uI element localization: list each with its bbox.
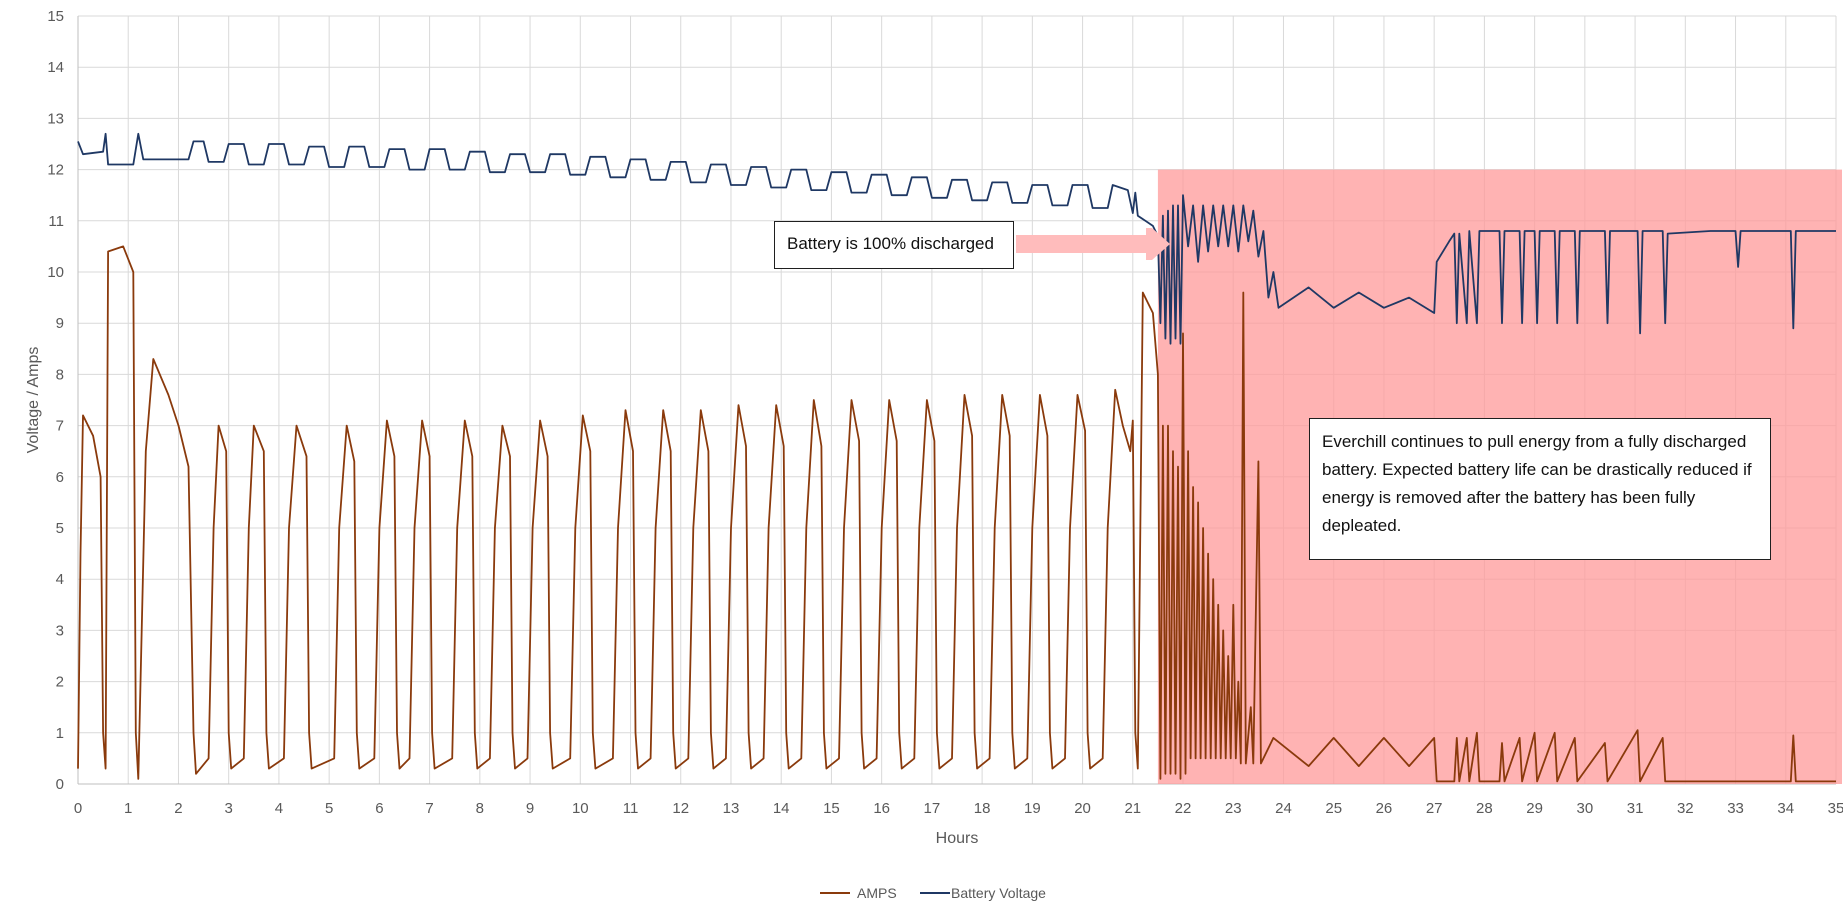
y-tick-label: 11: [48, 213, 64, 230]
x-tick-label: 27: [1426, 800, 1443, 817]
y-tick-label: 6: [56, 469, 64, 486]
x-tick-label: 11: [623, 800, 639, 817]
x-axis-title: Hours: [936, 830, 979, 847]
x-tick-label: 30: [1577, 800, 1594, 817]
x-axis-ticks: 0 1 2 3 4 5 6 7 8 9 10 11 12 13 14 15 16 17 18 19 20 21 22 23 24…: [74, 800, 1843, 817]
legend: AMPS Battery Voltage: [820, 885, 1046, 901]
x-tick-label: 35: [1828, 800, 1843, 817]
legend-label-amps: AMPS: [857, 885, 897, 901]
legend-label-battery-voltage: Battery Voltage: [951, 885, 1046, 901]
x-tick-label: 19: [1024, 800, 1041, 817]
x-tick-label: 8: [476, 800, 484, 817]
y-tick-label: 5: [56, 520, 64, 537]
x-tick-label: 12: [672, 800, 689, 817]
x-tick-label: 29: [1526, 800, 1543, 817]
annotation-battery-discharged: Battery is 100% discharged: [774, 221, 1014, 269]
arrow-shaft: [1016, 235, 1146, 253]
series-line-amps: [77, 245, 1836, 783]
x-tick-label: 20: [1074, 800, 1091, 817]
y-tick-label: 3: [56, 622, 64, 639]
y-tick-label: 13: [47, 110, 64, 127]
x-tick-label: 26: [1376, 800, 1393, 817]
x-tick-label: 25: [1325, 800, 1342, 817]
x-tick-label: 3: [225, 800, 233, 817]
y-tick-label: 1: [56, 725, 64, 742]
y-tick-label: 7: [56, 418, 64, 435]
callout-arrow: [1016, 228, 1170, 260]
x-tick-label: 31: [1627, 800, 1644, 817]
x-tick-label: 13: [723, 800, 740, 817]
x-tick-label: 10: [572, 800, 589, 817]
y-tick-label: 14: [47, 59, 64, 76]
x-tick-label: 5: [325, 800, 333, 817]
x-tick-label: 24: [1275, 800, 1292, 817]
x-tick-label: 1: [124, 800, 132, 817]
y-tick-label: 15: [47, 8, 64, 25]
x-tick-label: 6: [375, 800, 383, 817]
y-tick-label: 10: [47, 264, 64, 281]
x-tick-label: 18: [974, 800, 991, 817]
arrow-head: [1146, 228, 1170, 260]
x-tick-label: 14: [773, 800, 790, 817]
x-tick-label: 9: [526, 800, 534, 817]
y-tick-label: 9: [56, 315, 64, 332]
y-tick-label: 4: [56, 571, 64, 588]
annotation-energy-warning-text: Everchill continues to pull energy from …: [1322, 432, 1752, 535]
x-tick-label: 0: [74, 800, 82, 817]
annotation-energy-warning: Everchill continues to pull energy from …: [1309, 418, 1771, 560]
y-axis-title: Voltage / Amps: [25, 347, 42, 454]
x-tick-label: 33: [1727, 800, 1744, 817]
x-tick-label: 34: [1777, 800, 1794, 817]
annotation-battery-discharged-text: Battery is 100% discharged: [787, 234, 994, 253]
x-tick-label: 21: [1124, 800, 1141, 817]
x-tick-label: 2: [174, 800, 182, 817]
series-lines: [77, 132, 1836, 783]
series-line-battery-voltage: [77, 132, 1836, 345]
x-tick-label: 7: [425, 800, 433, 817]
x-tick-label: 15: [823, 800, 840, 817]
x-tick-label: 16: [873, 800, 890, 817]
y-tick-label: 2: [56, 674, 64, 691]
x-tick-label: 32: [1677, 800, 1694, 817]
y-tick-label: 12: [47, 162, 64, 179]
y-tick-label: 8: [56, 366, 64, 383]
x-tick-label: 23: [1225, 800, 1242, 817]
x-tick-label: 28: [1476, 800, 1493, 817]
x-tick-label: 17: [924, 800, 941, 817]
y-tick-label: 0: [56, 776, 64, 793]
x-tick-label: 4: [275, 800, 283, 817]
x-tick-label: 22: [1175, 800, 1192, 817]
